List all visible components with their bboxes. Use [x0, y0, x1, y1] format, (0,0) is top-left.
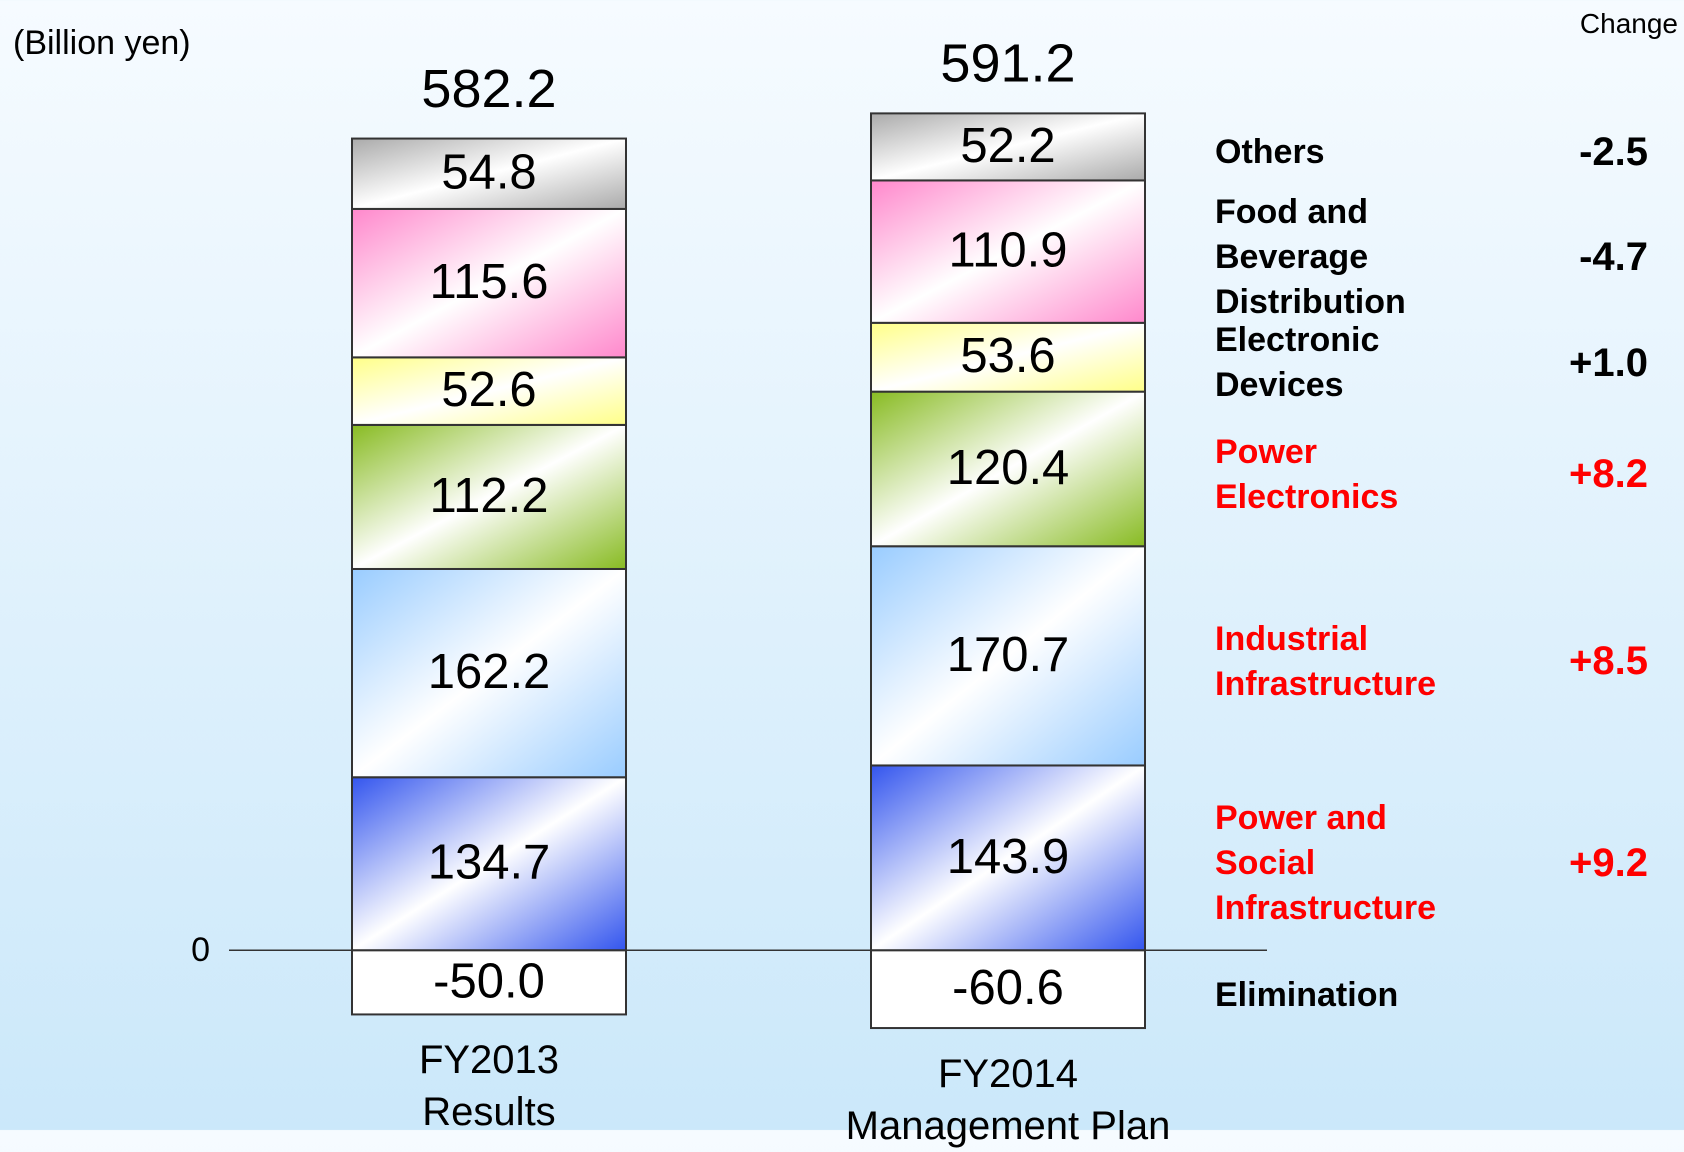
- segment-label: 143.9: [947, 830, 1070, 884]
- series-name: Power and Social Infrastructure: [1215, 799, 1437, 928]
- segment-label: -50.0: [433, 954, 545, 1008]
- unit-label: (Billion yen): [13, 24, 191, 62]
- segment-label: 54.8: [441, 146, 536, 200]
- change-value: +9.2: [1569, 841, 1648, 886]
- bar-segment: [351, 567, 627, 779]
- segment-label: 53.6: [960, 329, 1055, 383]
- bar-segment: [351, 137, 627, 210]
- change-value: +1.0: [1569, 340, 1648, 385]
- category-label: FY2013 Results: [418, 1038, 560, 1135]
- series-name: Industrial Infrastructure: [1215, 619, 1437, 703]
- series-name: Food and Beverage Distribution: [1215, 193, 1406, 322]
- series-name: Elimination: [1215, 975, 1399, 1014]
- bar-segment: [870, 545, 1146, 767]
- change-value: -4.7: [1579, 235, 1648, 280]
- bar-segment: [870, 390, 1146, 548]
- bar-segment: [870, 949, 1146, 1030]
- segment-label: 120.4: [947, 441, 1070, 495]
- bar-segment: [351, 207, 627, 359]
- change-header: Change: [1579, 8, 1678, 39]
- change-value: +8.2: [1569, 452, 1648, 497]
- bar-segment: [351, 356, 627, 426]
- segment-label: 134.7: [428, 836, 551, 890]
- total-label: 591.2: [940, 34, 1075, 94]
- segment-label: 110.9: [949, 224, 1068, 278]
- change-value: -2.5: [1579, 130, 1648, 175]
- series-name: Electronic Devices: [1215, 321, 1380, 405]
- segment-label: 115.6: [430, 255, 549, 309]
- bar-segment: [870, 179, 1146, 324]
- bar-segment: [351, 949, 627, 1016]
- segment-label: 170.7: [947, 628, 1070, 682]
- change-value: +8.5: [1569, 639, 1648, 684]
- series-name: Others: [1215, 133, 1325, 172]
- segment-label: 162.2: [428, 645, 551, 699]
- bar-segment: [870, 112, 1146, 182]
- segment-label: 112.2: [430, 469, 549, 523]
- segment-label: 52.6: [441, 363, 536, 417]
- segment-label: -60.6: [952, 961, 1064, 1015]
- total-label: 582.2: [421, 59, 556, 119]
- y-tick-label: 0: [191, 931, 210, 969]
- segment-label: 52.2: [960, 119, 1055, 173]
- series-name: Power Electronics: [1215, 432, 1399, 516]
- bar-segment: [870, 321, 1146, 393]
- category-label: FY2014 Management Plan: [845, 1052, 1171, 1149]
- bar-segment: [351, 423, 627, 570]
